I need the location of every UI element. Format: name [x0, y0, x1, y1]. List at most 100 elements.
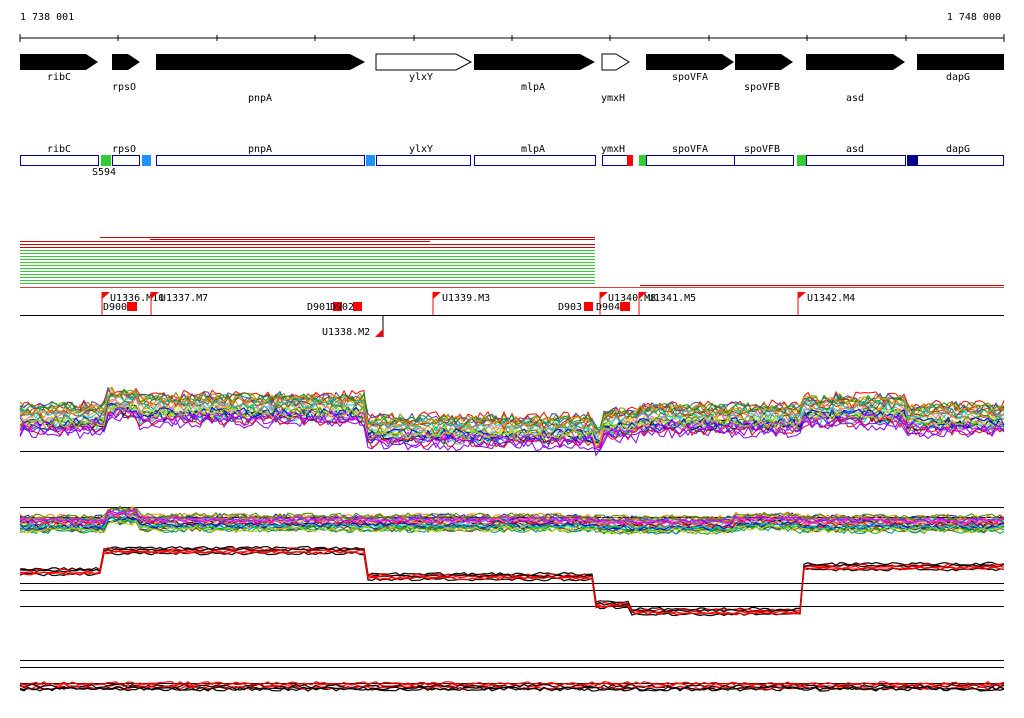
gene-box-label-ymxH: ymxH	[601, 144, 625, 155]
expression-line	[19, 387, 1005, 436]
feature-S594[interactable]	[101, 155, 111, 166]
gene-label-dapG: dapG	[946, 72, 970, 83]
marker-U1338-M2[interactable]: U1338.M2	[322, 315, 384, 338]
gene-arrow-ylxY[interactable]: ylxY	[375, 53, 473, 83]
gene-box-label-rpsO: rpsO	[112, 144, 136, 155]
expression-line	[19, 387, 1005, 431]
gene-box-label-dapG: dapG	[946, 144, 970, 155]
gene-box-label-ribC: ribC	[47, 144, 71, 155]
gene-box-track: ribC rpsO pnpA ylxY mlpA ymxH spoVFA spo…	[20, 144, 1004, 166]
gene-label-spoVFA: spoVFA	[672, 72, 708, 83]
gene-box-spoVFB[interactable]: spoVFB	[734, 144, 794, 166]
gene-label-asd: asd	[846, 93, 864, 104]
gene-label-ymxH: ymxH	[601, 93, 625, 104]
marker-label-D903: D903	[558, 302, 582, 313]
marker-D901[interactable]: D901	[307, 302, 342, 313]
marker-label-U1341-M5: U1341.M5	[648, 293, 696, 304]
expression-line	[19, 505, 1005, 521]
gene-arrow-ymxH[interactable]: ymxH	[601, 53, 630, 104]
gene-label-rpsO: rpsO	[112, 82, 136, 93]
gene-box-label-mlpA: mlpA	[521, 144, 545, 155]
feature-box-6[interactable]	[907, 155, 917, 166]
marker-label-U1338-M2: U1338.M2	[322, 327, 370, 338]
expression-line	[19, 519, 1005, 535]
gene-label-spoVFB: spoVFB	[744, 82, 780, 93]
gene-arrow-spoVFA[interactable]: spoVFA	[646, 54, 734, 83]
gene-box-ylxY[interactable]: ylxY	[376, 144, 471, 166]
expression-line	[19, 410, 1005, 449]
marker-U1339-M3[interactable]: U1339.M3	[432, 292, 490, 315]
marker-U1337-M7[interactable]: U1337.M7	[150, 292, 208, 315]
marker-label-U1342-M4: U1342.M4	[807, 293, 855, 304]
gene-arrow-rpsO[interactable]: rpsO	[112, 54, 140, 93]
marker-D902[interactable]: D902	[330, 302, 362, 313]
gene-arrow-track: ribC rpsO pnpA ylxY mlpA ymxH	[20, 53, 1004, 104]
feature-box-1[interactable]	[142, 155, 151, 166]
marker-track: U1336.M10 U1337.M7 U1339.M3 U1340.M8 U13	[101, 292, 855, 338]
gene-arrow-asd[interactable]: asd	[806, 54, 905, 104]
marker-U1340-M8[interactable]: U1340.M8	[599, 292, 656, 315]
gene-arrow-ribC[interactable]: ribC	[20, 54, 98, 83]
start-coordinate: 1 738 001	[20, 12, 75, 23]
gene-box-dapG[interactable]: dapG	[917, 144, 1004, 166]
gene-box-label-ylxY: ylxY	[409, 144, 433, 155]
marker-D904[interactable]: D904	[596, 302, 630, 313]
expression-line	[19, 509, 1005, 525]
marker-label-U1340-M8: U1340.M8	[608, 293, 656, 304]
gene-box-spoVFA[interactable]: spoVFA	[646, 144, 735, 166]
expression-line	[19, 550, 1005, 616]
feature-box-4[interactable]	[639, 155, 646, 166]
gene-arrow-dapG[interactable]: dapG	[917, 54, 1004, 83]
gene-box-label-pnpA: pnpA	[248, 144, 272, 155]
gene-label-pnpA: pnpA	[248, 93, 272, 104]
marker-label-U1337-M7: U1337.M7	[160, 293, 208, 304]
feature-box-2[interactable]	[366, 155, 375, 166]
gene-label-ribC: ribC	[47, 72, 71, 83]
expression-line	[19, 680, 1005, 686]
marker-D900[interactable]: D900	[103, 302, 137, 313]
marker-label-U1336-M10: U1336.M10	[110, 293, 164, 304]
gene-box-pnpA[interactable]: pnpA	[156, 144, 365, 166]
expression-line	[19, 388, 1005, 430]
gene-box-ymxH[interactable]: ymxH	[601, 144, 630, 166]
gene-box-rpsO[interactable]: rpsO	[112, 144, 140, 166]
gene-box-ribC[interactable]: ribC	[20, 144, 99, 166]
feature-label-S594: S594	[92, 167, 116, 178]
expression-line	[19, 549, 1005, 615]
gene-arrow-mlpA[interactable]: mlpA	[474, 54, 595, 93]
feature-box-5[interactable]	[797, 155, 806, 166]
marker-label-D904: D904	[596, 302, 620, 313]
marker-label-U1339-M3: U1339.M3	[442, 293, 490, 304]
expression-profile-track-3	[19, 545, 1005, 617]
gene-box-label-spoVFA: spoVFA	[672, 144, 708, 155]
marker-U1336-M10[interactable]: U1336.M10	[101, 292, 164, 315]
expression-line	[19, 686, 1005, 691]
gene-arrow-spoVFB[interactable]: spoVFB	[735, 54, 793, 93]
expression-line	[19, 403, 1005, 448]
marker-label-D901: D901	[307, 302, 331, 313]
gene-arrow-pnpA[interactable]: pnpA	[156, 54, 365, 104]
feature-track: S594	[92, 155, 917, 178]
gene-label-mlpA: mlpA	[521, 82, 545, 93]
expression-profile-track-2	[19, 505, 1005, 535]
expression-line	[19, 410, 1005, 457]
end-coordinate: 1 748 000	[946, 12, 1001, 23]
gene-box-asd[interactable]: asd	[806, 144, 906, 166]
gene-label-ylxY: ylxY	[409, 72, 433, 83]
gene-box-label-spoVFB: spoVFB	[744, 144, 780, 155]
feature-box-3[interactable]	[627, 155, 633, 166]
expression-line	[19, 516, 1005, 530]
expression-profile-track-4	[19, 660, 1005, 692]
marker-label-D902: D902	[330, 302, 354, 313]
marker-D903[interactable]: D903	[558, 302, 593, 313]
expression-line	[19, 400, 1005, 443]
expression-line	[19, 386, 1005, 433]
gene-box-mlpA[interactable]: mlpA	[474, 144, 596, 166]
gene-box-label-asd: asd	[846, 144, 864, 155]
coordinate-ruler	[19, 34, 1005, 42]
read-alignment-track	[20, 237, 1004, 286]
marker-U1341-M5[interactable]: U1341.M5	[638, 292, 696, 315]
marker-U1342-M4[interactable]: U1342.M4	[797, 292, 855, 315]
